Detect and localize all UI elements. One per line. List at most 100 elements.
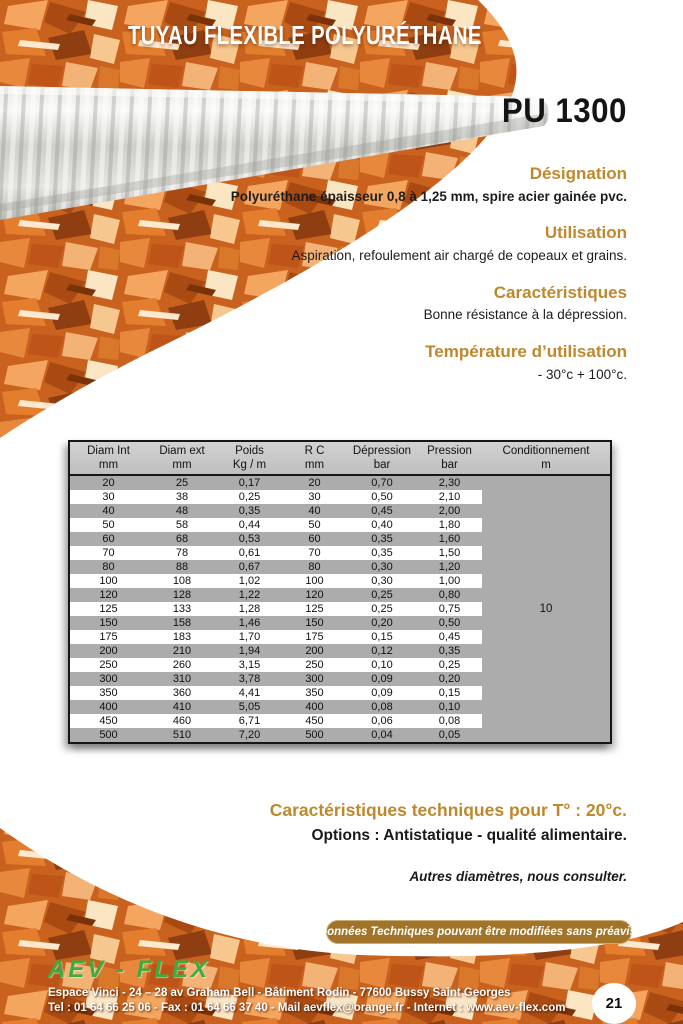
- cell-rc: 100: [305, 575, 324, 587]
- column-label: Pression: [427, 445, 472, 457]
- footer-address-block: Espace Vinci - 24 – 28 av Graham Bell - …: [48, 986, 565, 1015]
- cell-diam-int: 150: [99, 617, 118, 629]
- cell-diam-int: 300: [99, 673, 118, 685]
- table-row: 400 410 5,05 400 0,08 0,10: [70, 700, 482, 714]
- table-column-header: Conditionnement m: [482, 444, 610, 472]
- column-unit: mm: [98, 459, 119, 471]
- cell-poids: 0,67: [238, 561, 261, 573]
- cell-pression: 2,10: [438, 491, 461, 503]
- cell-diam-int: 120: [99, 589, 118, 601]
- cell-poids: 0,35: [238, 505, 261, 517]
- product-code: PU 1300: [502, 92, 627, 130]
- cell-pression: 0,15: [438, 687, 461, 699]
- cell-poids: 0,17: [238, 477, 261, 489]
- table-body: 20 25 0,17 20 0,70 2,30 30 38 0,25 30 0,…: [70, 476, 610, 742]
- column-unit: mm: [304, 459, 325, 471]
- cell-diam-ext: 38: [175, 491, 189, 503]
- table-column-header: Diam ext mm: [147, 444, 217, 472]
- table-row: 125 133 1,28 125 0,25 0,75: [70, 602, 482, 616]
- cell-rc: 300: [305, 673, 324, 685]
- cell-diam-int: 20: [102, 477, 115, 489]
- cell-poids: 0,25: [238, 491, 261, 503]
- column-unit: bar: [441, 459, 458, 471]
- cell-diam-int: 125: [99, 603, 118, 615]
- cell-rc: 500: [305, 729, 324, 741]
- column-label: Diam ext: [159, 445, 205, 457]
- cell-rc: 50: [308, 519, 321, 531]
- table-row: 450 460 6,71 450 0,06 0,08: [70, 714, 482, 728]
- cell-pression: 0,05: [438, 729, 461, 741]
- table-column-header: Diam Int mm: [70, 444, 147, 472]
- table-row: 150 158 1,46 150 0,20 0,50: [70, 616, 482, 630]
- cell-poids: 0,61: [238, 547, 261, 559]
- technical-notes: Caractéristiques techniques pour T° : 20…: [147, 800, 627, 884]
- cell-poids: 1,70: [238, 631, 261, 643]
- cell-depression: 0,06: [371, 715, 393, 727]
- cell-depression: 0,35: [371, 547, 393, 559]
- table-row: 80 88 0,67 80 0,30 1,20: [70, 560, 482, 574]
- cell-diam-ext: 410: [172, 701, 192, 713]
- column-unit: m: [541, 459, 551, 471]
- cell-depression: 0,08: [371, 701, 393, 713]
- table-header: Diam Int mm Diam ext mm Poids Kg / m R C…: [70, 442, 610, 476]
- cell-depression: 0,25: [371, 589, 393, 601]
- cell-pression: 2,00: [438, 505, 461, 517]
- table-row: 60 68 0,53 60 0,35 1,60: [70, 532, 482, 546]
- cell-depression: 0,25: [371, 603, 393, 615]
- cell-poids: 3,78: [238, 673, 261, 685]
- column-label: Diam Int: [87, 445, 130, 457]
- column-label: Conditionnement: [502, 445, 590, 457]
- cell-diam-int: 250: [99, 659, 118, 671]
- cell-pression: 1,60: [438, 533, 461, 545]
- cell-depression: 0,04: [371, 729, 393, 741]
- cell-diam-ext: 510: [172, 729, 192, 741]
- cell-diam-ext: 58: [175, 519, 189, 531]
- cell-depression: 0,50: [371, 491, 393, 503]
- cell-diam-int: 30: [102, 491, 115, 503]
- hose-image: [0, 86, 550, 220]
- table-row: 120 128 1,22 120 0,25 0,80: [70, 588, 482, 602]
- cell-depression: 0,70: [371, 477, 393, 489]
- cell-rc: 200: [305, 645, 324, 657]
- cell-rc: 175: [305, 631, 324, 643]
- cell-poids: 1,94: [238, 645, 261, 657]
- cell-rc: 450: [305, 715, 324, 727]
- cell-rc: 250: [305, 659, 324, 671]
- cell-poids: 1,22: [238, 589, 261, 601]
- cell-diam-ext: 128: [172, 589, 192, 601]
- company-logo: AEV - FLEX: [48, 956, 211, 983]
- footer-contact: Tel : 01 64 66 25 06 - Fax : 01 64 66 37…: [48, 1001, 566, 1014]
- column-label: Dépression: [352, 445, 412, 457]
- cell-poids: 7,20: [238, 729, 261, 741]
- spec-section-text: - 30°c + 100°c.: [537, 366, 627, 382]
- cell-poids: 4,41: [238, 687, 261, 699]
- cell-depression: 0,30: [371, 561, 393, 573]
- page-number: 21: [605, 995, 623, 1012]
- cell-poids: 3,15: [238, 659, 261, 671]
- table-row: 250 260 3,15 250 0,10 0,25: [70, 658, 482, 672]
- spec-section-text: Polyuréthane épaisseur 0,8 à 1,25 mm, sp…: [230, 188, 627, 204]
- cell-rc: 150: [305, 617, 324, 629]
- column-unit: mm: [172, 459, 192, 471]
- cell-diam-int: 350: [99, 687, 118, 699]
- cell-diam-int: 80: [102, 561, 115, 573]
- table-column-header: R C mm: [282, 444, 347, 472]
- cell-diam-ext: 158: [172, 617, 192, 629]
- cell-diam-int: 70: [102, 547, 115, 559]
- spec-section-text: Aspiration, refoulement air chargé de co…: [291, 247, 627, 263]
- cell-pression: 0,20: [438, 673, 461, 685]
- cell-diam-int: 200: [99, 645, 118, 657]
- cell-rc: 350: [305, 687, 324, 699]
- cell-pression: 1,50: [438, 547, 461, 559]
- column-unit: bar: [373, 459, 391, 471]
- table-column-header: Pression bar: [417, 444, 482, 472]
- other-diameters-note: Autres diamètres, nous consulter.: [409, 869, 627, 884]
- cell-pression: 0,25: [438, 659, 461, 671]
- cell-rc: 30: [308, 491, 321, 503]
- cell-rc: 80: [308, 561, 321, 573]
- page-title: TUYAU FLEXIBLE POLYURÉTHANE: [128, 20, 482, 50]
- footer-address: Espace Vinci - 24 – 28 av Graham Bell - …: [48, 987, 511, 999]
- spec-sections: Désignation Polyuréthane épaisseur 0,8 à…: [197, 164, 627, 402]
